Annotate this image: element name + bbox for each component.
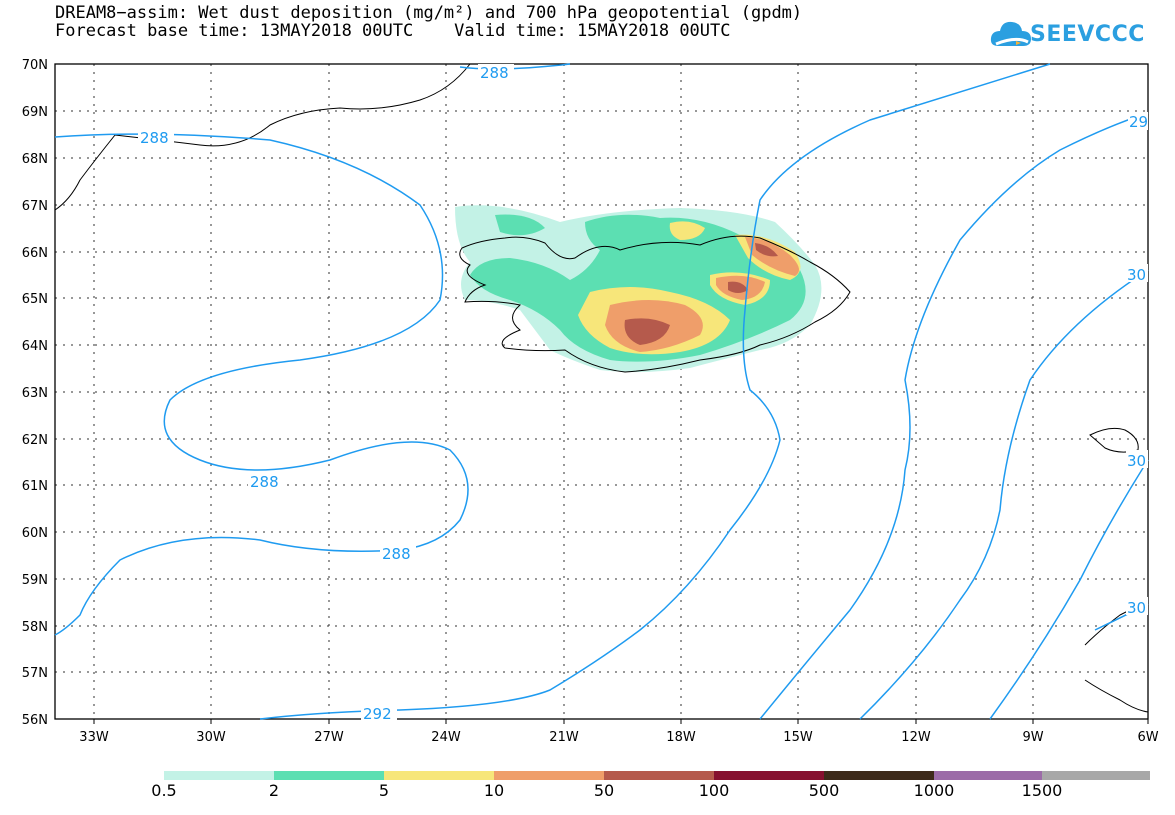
lat-label: 63N xyxy=(22,386,48,401)
coastlines xyxy=(54,63,1149,713)
colorbar-bin xyxy=(494,771,604,780)
lon-label: 30W xyxy=(196,730,226,745)
colorbar xyxy=(164,771,1150,780)
greenland-coastline xyxy=(54,63,471,211)
lon-label: 33W xyxy=(79,730,109,745)
dust-region-50 xyxy=(728,281,748,293)
colorbar-label: 50 xyxy=(593,781,615,800)
lat-label: 60N xyxy=(22,526,48,541)
colorbar-bin xyxy=(274,771,384,780)
lat-label: 70N xyxy=(22,58,48,73)
colorbar-bin xyxy=(164,771,274,780)
lat-label: 66N xyxy=(22,246,48,261)
dust-region-2 xyxy=(495,214,545,236)
lat-label: 67N xyxy=(22,199,48,214)
faroe-coastline xyxy=(1089,427,1139,453)
lat-label: 64N xyxy=(22,339,48,354)
contour-label: 288 xyxy=(480,64,509,82)
dust-deposition-field xyxy=(455,205,822,373)
contour-label: 30 xyxy=(1127,266,1146,284)
colorbar-label: 10 xyxy=(483,781,505,800)
cloud-icon xyxy=(990,21,1031,46)
contour-label: 288 xyxy=(250,473,279,491)
longitude-labels: 33W 30W 27W 24W 21W 18W 15W 12W 9W 6W xyxy=(79,730,1158,745)
lat-label: 65N xyxy=(22,292,48,307)
iceland-coastline xyxy=(459,235,851,373)
lon-label: 27W xyxy=(314,730,344,745)
colorbar-bin xyxy=(604,771,714,780)
contour-label: 288 xyxy=(382,545,411,563)
colorbar-bin xyxy=(934,771,1042,780)
dust-region-5 xyxy=(669,221,705,240)
lat-label: 62N xyxy=(22,433,48,448)
logo-text: SEEVCCC xyxy=(1030,22,1145,47)
colorbar-bin xyxy=(1042,771,1150,780)
colorbar-label: 1000 xyxy=(913,781,955,800)
contour-line xyxy=(259,63,1051,720)
colorbar-bin xyxy=(714,771,824,780)
contour-line xyxy=(759,112,1149,720)
colorbar-label: 5 xyxy=(378,781,390,800)
map-frame xyxy=(54,63,1149,720)
contour-line xyxy=(54,133,469,636)
lon-label: 24W xyxy=(431,730,461,745)
colorbar-bin xyxy=(384,771,494,780)
contour-label: 288 xyxy=(140,129,169,147)
dust-region-50 xyxy=(755,243,778,257)
lat-label: 68N xyxy=(22,152,48,167)
contour-line xyxy=(989,459,1149,720)
colorbar-label: 100 xyxy=(698,781,730,800)
lat-label: 56N xyxy=(22,713,48,728)
lon-label: 12W xyxy=(901,730,931,745)
geopotential-contours xyxy=(54,63,1149,720)
lat-label: 61N xyxy=(22,479,48,494)
lon-label: 6W xyxy=(1137,730,1158,745)
contour-labels: 288 288 288 288 292 29 30 30 30 xyxy=(138,64,1148,723)
lon-label: 15W xyxy=(783,730,813,745)
lat-label: 57N xyxy=(22,666,48,681)
contour-label: 29 xyxy=(1129,113,1148,131)
contour-label: 30 xyxy=(1127,452,1146,470)
graticule xyxy=(55,64,1148,719)
colorbar-label: 0.5 xyxy=(151,781,177,800)
colorbar-label: 2 xyxy=(268,781,280,800)
lon-label: 21W xyxy=(549,730,579,745)
map-subtitle: Forecast base time: 13MAY2018 00UTC Vali… xyxy=(55,21,731,41)
colorbar-bin xyxy=(824,771,934,780)
contour-line xyxy=(859,269,1149,720)
colorbar-label: 1500 xyxy=(1021,781,1063,800)
lon-label: 9W xyxy=(1022,730,1043,745)
colorbar-label: 500 xyxy=(808,781,840,800)
lat-label: 58N xyxy=(22,620,48,635)
latitude-labels: 70N 69N 68N 67N 66N 65N 64N 63N 62N 61N … xyxy=(22,58,48,728)
lon-label: 18W xyxy=(666,730,696,745)
map-title: DREAM8−assim: Wet dust deposition (mg/m²… xyxy=(55,3,803,23)
contour-label: 292 xyxy=(363,705,392,723)
lat-label: 59N xyxy=(22,573,48,588)
dust-region-50 xyxy=(624,318,670,345)
contour-label: 30 xyxy=(1127,599,1146,617)
seevccc-logo: SEEVCCC xyxy=(990,18,1165,56)
lat-label: 69N xyxy=(22,105,48,120)
